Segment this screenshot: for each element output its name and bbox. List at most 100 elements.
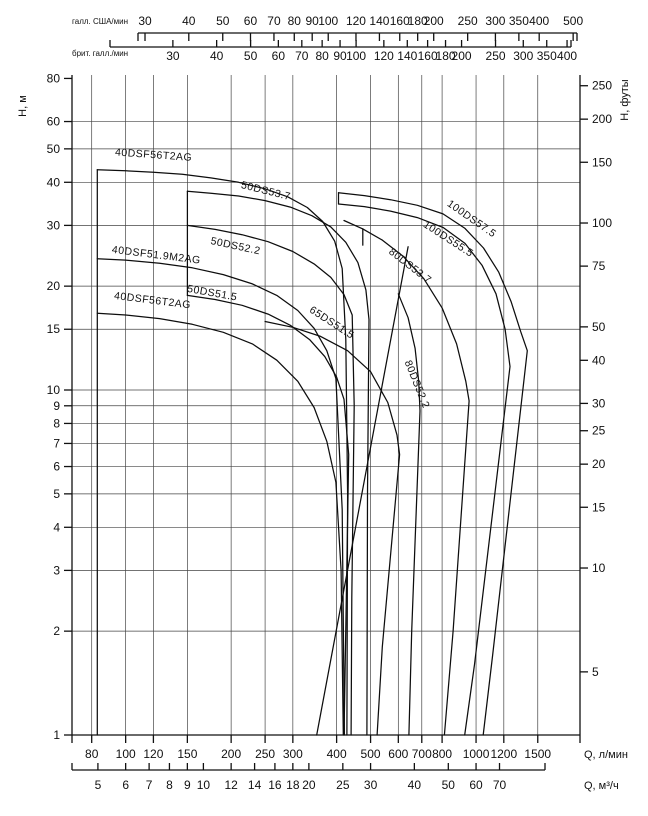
h-ft-tick-label: 200 xyxy=(592,112,612,126)
uk-gpm-ruler-tick-label: 200 xyxy=(452,49,472,63)
us-gpm-ruler-tick-label: 500 xyxy=(563,14,583,28)
q-m3h-ruler-tick-label: 60 xyxy=(469,778,483,792)
curve-40DSF56T2AG xyxy=(96,169,349,736)
q-m3h-ruler-tick-label: 40 xyxy=(408,778,422,792)
h-ft-axis-title: Н, футы xyxy=(619,79,631,121)
curve-label-100DS55.5: 100DS55.5 xyxy=(421,219,475,260)
us-gpm-ruler-tick-label: 100 xyxy=(318,14,338,28)
h-m-tick-label: 3 xyxy=(53,563,60,577)
h-m-axis-title: Н, м xyxy=(17,95,29,117)
q-m3h-ruler-tick-label: 6 xyxy=(122,778,129,792)
us-gpm-ruler-tick-label: 160 xyxy=(390,14,410,28)
uk-gpm-ruler-tick-label: 100 xyxy=(346,49,366,63)
h-m-tick-label: 5 xyxy=(53,487,60,501)
q-m3h-ruler-tick-label: 8 xyxy=(166,778,173,792)
grid xyxy=(72,75,580,735)
q-m3h-ruler-tick-label: 9 xyxy=(184,778,191,792)
us-gpm-ruler-tick-label: 350 xyxy=(509,14,529,28)
h-ft-tick-label: 250 xyxy=(592,79,612,93)
us-gpm-ruler-tick-label: 250 xyxy=(458,14,478,28)
curve-100DS57.5 xyxy=(337,192,528,736)
curve-80DS53.7 xyxy=(343,219,470,736)
uk-gpm-ruler-tick-label: 30 xyxy=(166,49,180,63)
h-ft-tick-label: 10 xyxy=(592,561,606,575)
h-m-tick-label: 1 xyxy=(53,728,60,742)
q-m3h-ruler-tick-label: 70 xyxy=(493,778,507,792)
h-ft-tick-label: 100 xyxy=(592,216,612,230)
q-m3h-ruler-tick-label: 10 xyxy=(197,778,211,792)
uk-gpm-ruler-tick-label: 350 xyxy=(537,49,557,63)
uk-gpm-ruler-tick-label: 50 xyxy=(244,49,258,63)
uk-gpm-ruler-tick-label: 90 xyxy=(333,49,347,63)
uk-gpm-ruler-tick-label: 80 xyxy=(315,49,329,63)
curve-65DS51.5 xyxy=(264,320,401,736)
curve-100DS55.5 xyxy=(337,203,511,736)
us-gpm-ruler-tick-label: 60 xyxy=(244,14,258,28)
h-m-tick-label: 7 xyxy=(53,436,60,450)
us-gpm-ruler-tick-label: 120 xyxy=(346,14,366,28)
curve-labels: 40DSF56T2AG50DS53.7100DS57.5100DS55.540D… xyxy=(111,146,498,410)
h-m-tick-label: 80 xyxy=(47,71,61,85)
uk-gpm-ruler-tick-label: 300 xyxy=(513,49,533,63)
us-gpm-ruler-tick-label: 30 xyxy=(138,14,152,28)
q-m3h-ruler-tick-label: 18 xyxy=(286,778,300,792)
h-ft-tick-label: 15 xyxy=(592,500,606,514)
curve-40DSF51.9M2AG xyxy=(96,258,346,736)
q-m3h-ruler-tick-label: 30 xyxy=(364,778,378,792)
us-gpm-ruler-tick-label: 40 xyxy=(182,14,196,28)
h-m-tick-label: 20 xyxy=(47,279,61,293)
pump-curves xyxy=(96,169,528,736)
q-m3h-ruler-tick-label: 50 xyxy=(442,778,456,792)
h-m-tick-label: 9 xyxy=(53,399,60,413)
envelope-edge-80ds522 xyxy=(316,246,409,736)
h-m-tick-label: 8 xyxy=(53,416,60,430)
q-m3h-ruler-tick-label: 16 xyxy=(268,778,282,792)
q-m3h-ruler: 5 6 7 8 9 10 12 14 16 18 20 25 30 40 50 60 70 Q, м³/ч xyxy=(71,763,619,792)
us-gpm-ruler-tick-label: 90 xyxy=(306,14,320,28)
h-m-tick-label: 10 xyxy=(47,383,61,397)
h-ft-tick-label: 40 xyxy=(592,353,606,367)
q-lmin-tick-label: 400 xyxy=(327,747,347,761)
uk-gpm-caption: брит. галл./мин xyxy=(72,49,128,58)
h-m-tick-label: 60 xyxy=(47,115,61,129)
q-m3h-ruler-tick-label: 7 xyxy=(146,778,153,792)
h-m-tick-label: 6 xyxy=(53,460,60,474)
q-m3h-ruler-tick-label: 14 xyxy=(248,778,262,792)
q-lmin-tick-label: 80 xyxy=(85,747,99,761)
h-ft-tick-label: 150 xyxy=(592,155,612,169)
us-gpm-ruler-tick-label: 300 xyxy=(485,14,505,28)
q-m3h-ruler-tick-label: 25 xyxy=(336,778,350,792)
q-lmin-tick-label: 120 xyxy=(143,747,163,761)
left-axis: 80 60 50 40 30 20 15 10 9 8 7 6 5 4 3 2 1 Н, м xyxy=(17,71,72,742)
curve-50DS53.7 xyxy=(186,190,370,736)
bottom-axis: 80 100 120 150 200 250 300 400 500 600 700 800 1000 1… xyxy=(71,735,628,761)
us-gpm-ruler-tick-label: 80 xyxy=(288,14,302,28)
h-ft-tick-label: 25 xyxy=(592,424,606,438)
us-gpm-ruler-tick-label: 180 xyxy=(408,14,428,28)
curve-label-65DS51.5: 65DS51.5 xyxy=(307,304,356,342)
uk-gpm-ruler-tick-label: 60 xyxy=(272,49,286,63)
curve-label-40DSF56T2AG: 40DSF56T2AG xyxy=(115,146,193,163)
h-m-tick-label: 15 xyxy=(47,322,61,336)
h-m-tick-label: 50 xyxy=(47,142,61,156)
q-lmin-tick-label: 150 xyxy=(177,747,197,761)
uk-gpm-ruler-tick-label: 250 xyxy=(486,49,506,63)
q-m3h-ruler-tick-label: 12 xyxy=(224,778,238,792)
curve-80DS52.2 xyxy=(397,293,421,736)
h-m-tick-label: 30 xyxy=(47,218,61,232)
us-gpm-ruler-tick-label: 140 xyxy=(369,14,389,28)
curve-50DS51.5 xyxy=(186,294,350,736)
q-lmin-tick-label: 250 xyxy=(255,747,275,761)
q-lmin-tick-label: 600 xyxy=(388,747,408,761)
uk-gpm-ruler-tick-label: 70 xyxy=(295,49,309,63)
q-lmin-axis-title: Q, л/мин xyxy=(584,749,628,761)
h-ft-tick-label: 30 xyxy=(592,396,606,410)
us-gpm-caption: галл. США/мин xyxy=(72,17,128,26)
q-lmin-tick-label: 700 xyxy=(412,747,432,761)
q-lmin-tick-label: 200 xyxy=(221,747,241,761)
h-ft-tick-label: 50 xyxy=(592,320,606,334)
us-gpm-ruler-tick-label: 400 xyxy=(529,14,549,28)
